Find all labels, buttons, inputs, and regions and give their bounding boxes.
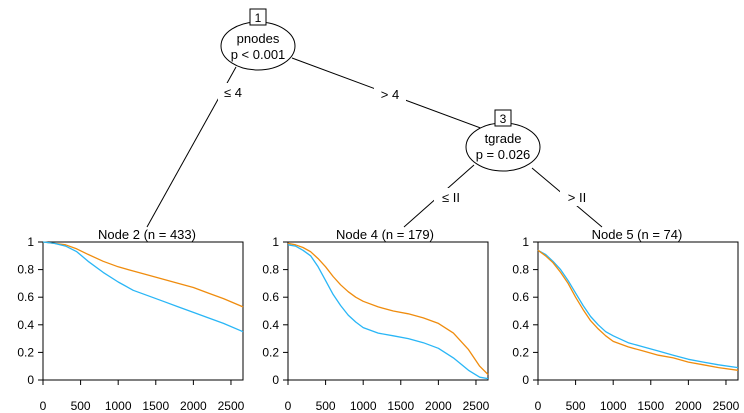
node-4-y-tick-label-5: 1: [272, 235, 279, 249]
node-4-x-tick-label-2: 1000: [350, 399, 377, 413]
edge-labels: ≤ 4 > 4 ≤ II > II: [218, 83, 594, 206]
node-5-y-tick-label-0: 0: [522, 373, 529, 387]
edge-label-leII: ≤ II: [442, 190, 460, 205]
node-2-curve-orange: [42, 241, 244, 308]
node-5-plot-frame: [537, 241, 739, 381]
node-2-y-tick-label-2: 0.4: [17, 318, 34, 332]
terminal-node-4: Node 4 (n = 179) 0 0.2 0.4 0.6 0.8 1 0 500 1000…: [262, 227, 489, 413]
node-4-y-tick-label-4: 0.8: [262, 263, 279, 277]
node-2-x-tick-label-3: 1500: [142, 399, 169, 413]
node-4-x-tick-label-4: 2000: [425, 399, 452, 413]
node-2-y-tick-label-0: 0: [27, 373, 34, 387]
node-4-y-tick-label-3: 0.6: [262, 290, 279, 304]
edge-label-gt4: > 4: [381, 87, 399, 102]
node-4-curve-orange: [287, 242, 489, 375]
node-4-curves: [287, 242, 489, 380]
node-4-x-tick-label-1: 500: [316, 399, 336, 413]
node-2-x-tick-label-0: 0: [40, 399, 47, 413]
node-4-curve-blue: [287, 244, 489, 380]
node-5-curve-blue: [537, 249, 739, 369]
node-1-pvalue: p < 0.001: [231, 47, 286, 62]
node-5-x-tick-label-4: 2000: [675, 399, 702, 413]
node-2-y-tick-label-3: 0.6: [17, 290, 34, 304]
node-4-y-tick-label-0: 0: [272, 373, 279, 387]
inner-node-1: 1 pnodes p < 0.001: [220, 8, 296, 71]
node-4-y-axis: 0 0.2 0.4 0.6 0.8 1: [262, 235, 288, 387]
node-4-plot-frame: [287, 241, 489, 381]
node-5-y-tick-label-1: 0.2: [512, 345, 529, 359]
node-4-x-tick-label-3: 1500: [387, 399, 414, 413]
node-5-x-tick-label-1: 500: [566, 399, 586, 413]
node-2-y-axis: 0 0.2 0.4 0.6 0.8 1: [17, 235, 43, 387]
node-3-variable: tgrade: [485, 131, 522, 146]
node-5-y-tick-label-5: 1: [522, 235, 529, 249]
node-3-id: 3: [500, 112, 507, 126]
terminal-node-5: Node 5 (n = 74) 0 0.2 0.4 0.6 0.8 1 0 500 1000 1…: [512, 227, 739, 413]
node-5-x-tick-label-3: 1500: [637, 399, 664, 413]
node-2-x-tick-label-1: 500: [71, 399, 91, 413]
inner-node-3: 3 tgrade p = 0.026: [465, 109, 541, 172]
node-4-y-tick-label-1: 0.2: [262, 345, 279, 359]
node-2-x-tick-label-4: 2000: [180, 399, 207, 413]
edge-label-gtII: > II: [568, 190, 586, 205]
node-4-title: Node 4 (n = 179): [336, 227, 434, 242]
node-2-y-tick-label-1: 0.2: [17, 345, 34, 359]
node-5-y-tick-label-2: 0.4: [512, 318, 529, 332]
node-1-id: 1: [255, 11, 262, 25]
node-4-x-tick-label-5: 2500: [463, 399, 490, 413]
node-5-x-axis: 0 500 1000 1500 2000 2500: [535, 380, 740, 413]
node-5-title: Node 5 (n = 74): [592, 227, 683, 242]
node-2-curve-blue: [42, 241, 244, 333]
node-5-y-axis: 0 0.2 0.4 0.6 0.8 1: [512, 235, 538, 387]
node-5-curve-orange: [537, 249, 739, 371]
node-3-pvalue: p = 0.026: [476, 147, 531, 162]
node-1-id-box: [249, 8, 267, 26]
node-1-variable: pnodes: [237, 31, 280, 46]
node-2-x-axis: 0 500 1000 1500 2000 2500: [40, 380, 245, 413]
edge-label-le4: ≤ 4: [224, 85, 242, 100]
node-4-x-axis: 0 500 1000 1500 2000 2500: [285, 380, 490, 413]
node-2-x-tick-label-2: 1000: [105, 399, 132, 413]
node-5-curves: [537, 249, 739, 371]
node-5-x-tick-label-2: 1000: [600, 399, 627, 413]
node-2-y-tick-label-5: 1: [27, 235, 34, 249]
node-5-y-tick-label-4: 0.8: [512, 263, 529, 277]
node-5-x-tick-label-0: 0: [535, 399, 542, 413]
node-3-id-box: [494, 109, 512, 127]
node-2-curves: [42, 241, 244, 333]
node-4-x-tick-label-0: 0: [285, 399, 292, 413]
node-5-y-tick-label-3: 0.6: [512, 290, 529, 304]
node-2-title: Node 2 (n = 433): [98, 227, 196, 242]
terminal-node-2: Node 2 (n = 433) 0 0.2 0.4 0.6 0.8 1 0 500 1000…: [17, 227, 244, 413]
node-2-y-tick-label-4: 0.8: [17, 263, 34, 277]
node-2-plot-frame: [42, 241, 244, 381]
node-1-ellipse: [220, 21, 296, 71]
node-5-x-tick-label-5: 2500: [713, 399, 740, 413]
node-4-y-tick-label-2: 0.4: [262, 318, 279, 332]
node-2-x-tick-label-5: 2500: [218, 399, 245, 413]
